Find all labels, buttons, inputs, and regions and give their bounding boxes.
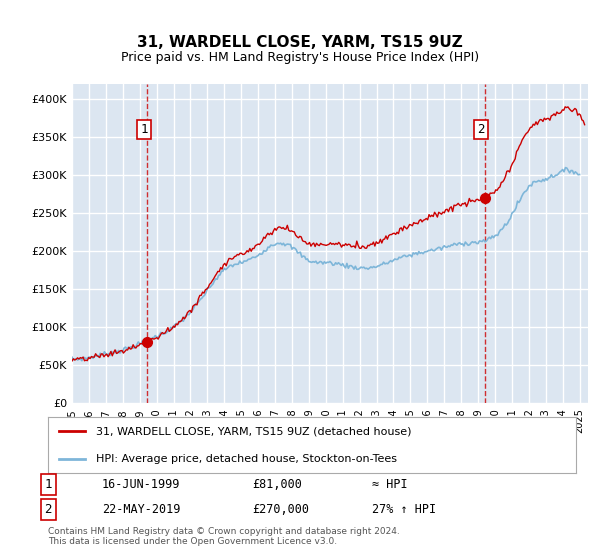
Text: 16-JUN-1999: 16-JUN-1999 xyxy=(102,478,181,491)
Text: 1: 1 xyxy=(44,478,52,491)
Text: £270,000: £270,000 xyxy=(252,503,309,516)
Text: HPI: Average price, detached house, Stockton-on-Tees: HPI: Average price, detached house, Stoc… xyxy=(95,454,397,464)
Text: £81,000: £81,000 xyxy=(252,478,302,491)
Text: 1: 1 xyxy=(140,123,148,136)
Text: 27% ↑ HPI: 27% ↑ HPI xyxy=(372,503,436,516)
Text: Price paid vs. HM Land Registry's House Price Index (HPI): Price paid vs. HM Land Registry's House … xyxy=(121,52,479,64)
Text: 31, WARDELL CLOSE, YARM, TS15 9UZ (detached house): 31, WARDELL CLOSE, YARM, TS15 9UZ (detac… xyxy=(95,426,411,436)
Text: 31, WARDELL CLOSE, YARM, TS15 9UZ: 31, WARDELL CLOSE, YARM, TS15 9UZ xyxy=(137,35,463,50)
Text: 2: 2 xyxy=(44,503,52,516)
Text: Contains HM Land Registry data © Crown copyright and database right 2024.
This d: Contains HM Land Registry data © Crown c… xyxy=(48,526,400,546)
Text: ≈ HPI: ≈ HPI xyxy=(372,478,407,491)
Text: 22-MAY-2019: 22-MAY-2019 xyxy=(102,503,181,516)
Text: 2: 2 xyxy=(478,123,485,136)
